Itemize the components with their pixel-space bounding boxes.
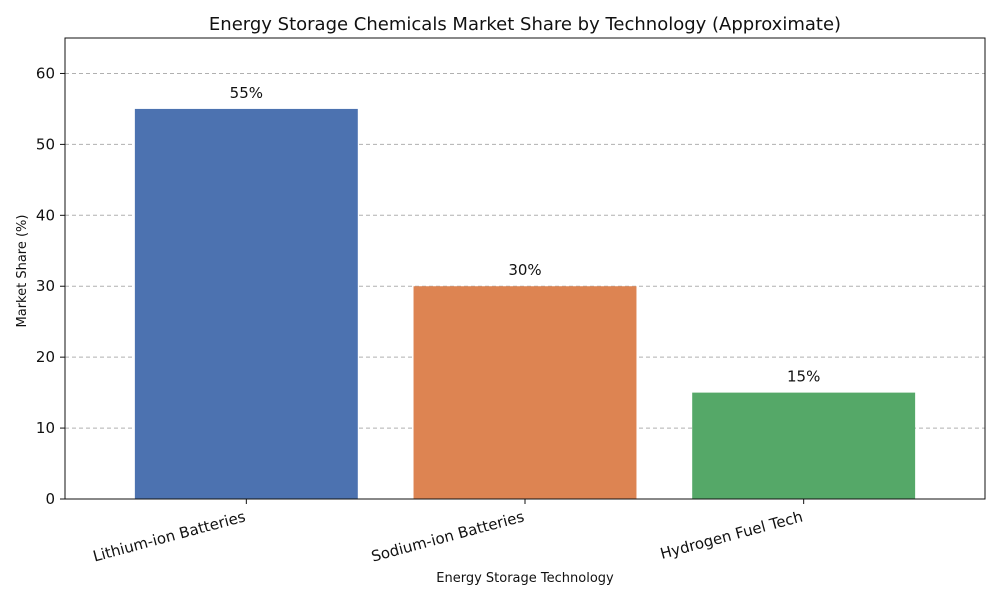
y-tick-label: 30 [36,277,55,295]
data-label: 30% [508,261,541,279]
y-tick-label: 10 [36,419,55,437]
data-label: 55% [230,84,263,102]
y-tick-label: 20 [36,348,55,366]
y-tick-label: 0 [45,490,55,508]
bar-lithium-ion-batteries [134,108,358,499]
label-layer: 55% 30% 15% [230,84,821,386]
y-tick-label: 50 [36,135,55,153]
bar-hydrogen-fuel-tech [692,392,916,499]
chart-title: Energy Storage Chemicals Market Share by… [209,14,841,35]
y-tick-label: 60 [36,64,55,82]
x-tick-label: Lithium-ion Batteries [91,507,248,565]
y-axis-label: Market Share (%) [15,215,30,328]
y-tick-label: 40 [36,206,55,224]
x-tick-label: Sodium-ion Batteries [369,507,526,565]
bar-layer [134,108,916,499]
x-tick-label: Hydrogen Fuel Tech [658,507,804,562]
data-label: 15% [787,368,820,386]
bar-sodium-ion-batteries [413,286,637,499]
x-axis-label: Energy Storage Technology [436,571,614,586]
